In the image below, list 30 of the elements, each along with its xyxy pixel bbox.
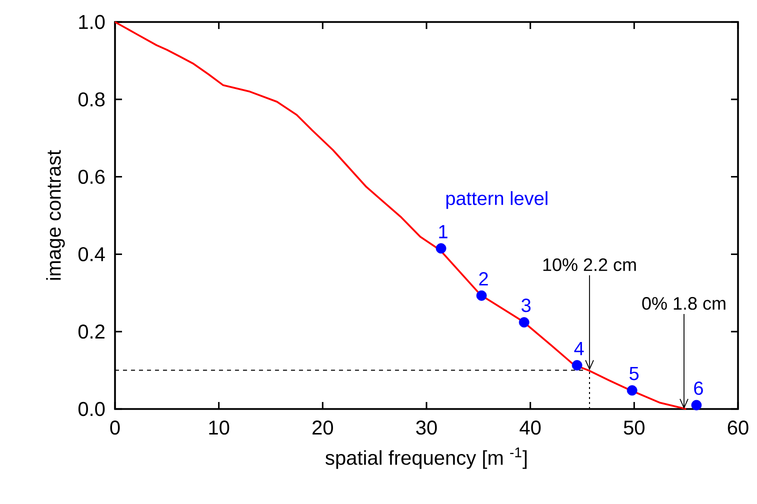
point [572, 360, 582, 370]
annotation: 3 [522, 298, 531, 312]
annotation: 5 [630, 366, 639, 380]
x-tick-label: 10 [209, 420, 230, 435]
x-tick-label: 0 [110, 420, 120, 435]
y-tick-label: 0.2 [78, 324, 104, 339]
x-tick-label: 20 [312, 420, 334, 435]
y-tick-label: 0.8 [78, 92, 105, 106]
point [691, 400, 702, 410]
point [626, 385, 638, 396]
x-tick-label: 60 [728, 420, 748, 435]
y-tick-label: 0.6 [78, 170, 105, 184]
x-axis-title: spatial frequency [m $^{-1}$] [326, 448, 527, 469]
y-tick-label: 0.4 [78, 247, 105, 262]
annotation: 0% 1.8 cm [642, 297, 726, 310]
x-tick-label: 50 [624, 420, 645, 435]
annotation: 10% 2.2 cm [543, 258, 636, 272]
x-tick-label: 40 [520, 420, 541, 435]
annotation: pattern level [446, 191, 548, 209]
x-tick-label: 30 [416, 420, 437, 435]
annotation: 4 [574, 342, 584, 356]
point [476, 290, 487, 301]
y-tick-label: 1.0 [79, 14, 105, 30]
y-tick-label: 0.0 [78, 402, 105, 416]
y-axis-title: image contrast [46, 150, 65, 280]
point [436, 243, 446, 254]
annotation: 2 [479, 272, 488, 286]
annotation: 1 [439, 225, 448, 238]
annotation: 6 [694, 381, 703, 395]
point [518, 317, 530, 328]
